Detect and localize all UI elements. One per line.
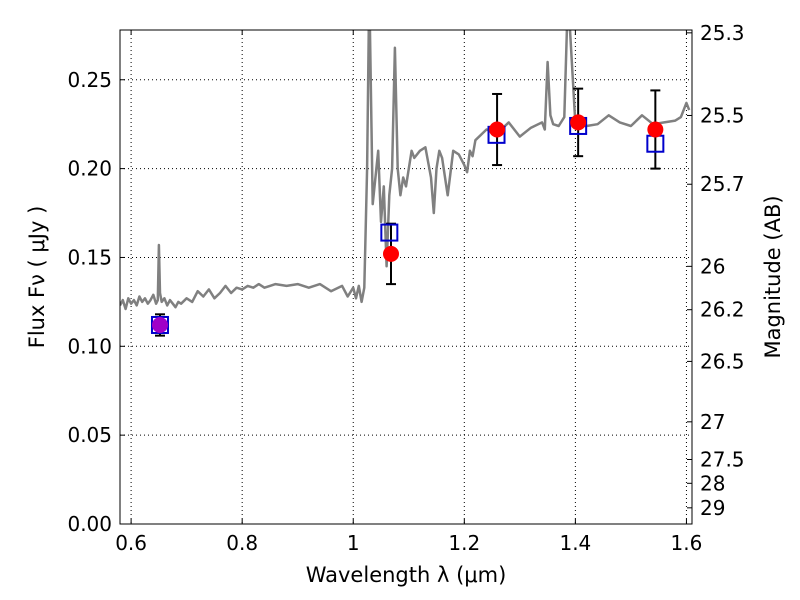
y-tick-label: 0.00 bbox=[67, 512, 112, 536]
right-tick-label: 25.5 bbox=[700, 103, 745, 127]
observed-photometry-point bbox=[570, 114, 587, 131]
y-tick-label: 0.10 bbox=[67, 334, 112, 358]
observed-photometry-point bbox=[489, 121, 506, 138]
right-tick-label: 25.3 bbox=[700, 21, 745, 45]
y-axis-title: Flux Fν ( μJy ) bbox=[25, 206, 49, 349]
observed-photometry-point bbox=[151, 316, 168, 333]
y-axis-ticks: 0.00 0.05 0.10 0.15 0.20 0.25 bbox=[67, 68, 125, 536]
y-tick-label: 0.05 bbox=[67, 423, 112, 447]
plot-frame bbox=[119, 29, 693, 525]
observed-photometry-point bbox=[383, 245, 400, 262]
model-photometry-point bbox=[380, 223, 399, 242]
right-tick-label: 28 bbox=[700, 471, 725, 495]
spectrum-line bbox=[120, 30, 691, 311]
right-tick-label: 25.7 bbox=[700, 172, 745, 196]
y-tick-label: 0.15 bbox=[67, 245, 112, 269]
spectrum-layer bbox=[120, 30, 691, 311]
observed-photometry-point bbox=[647, 121, 664, 138]
right-axis-title: Magnitude (AB) bbox=[761, 195, 785, 358]
x-tick-label: 1.6 bbox=[671, 531, 703, 555]
right-tick-label: 27 bbox=[700, 410, 725, 434]
y-tick-label: 0.25 bbox=[67, 68, 112, 92]
x-tick-label: 1 bbox=[347, 531, 360, 555]
plot-area bbox=[120, 30, 691, 337]
right-tick-label: 26.5 bbox=[700, 349, 745, 373]
observed-photometry-layer bbox=[151, 114, 664, 333]
x-tick-label: 1.2 bbox=[448, 531, 480, 555]
x-tick-label: 1.4 bbox=[559, 531, 591, 555]
y-tick-label: 0.20 bbox=[67, 157, 112, 181]
right-tick-label: 27.5 bbox=[700, 447, 745, 471]
right-tick-label: 26.2 bbox=[700, 298, 745, 322]
x-tick-label: 0.8 bbox=[226, 531, 258, 555]
x-axis-ticks: 0.6 0.8 1 1.2 1.4 1.6 bbox=[115, 30, 702, 555]
right-tick-label: 26 bbox=[700, 254, 725, 278]
x-axis-title: Wavelength λ (μm) bbox=[306, 563, 507, 587]
x-tick-label: 0.6 bbox=[115, 531, 147, 555]
right-tick-label: 29 bbox=[700, 496, 725, 520]
